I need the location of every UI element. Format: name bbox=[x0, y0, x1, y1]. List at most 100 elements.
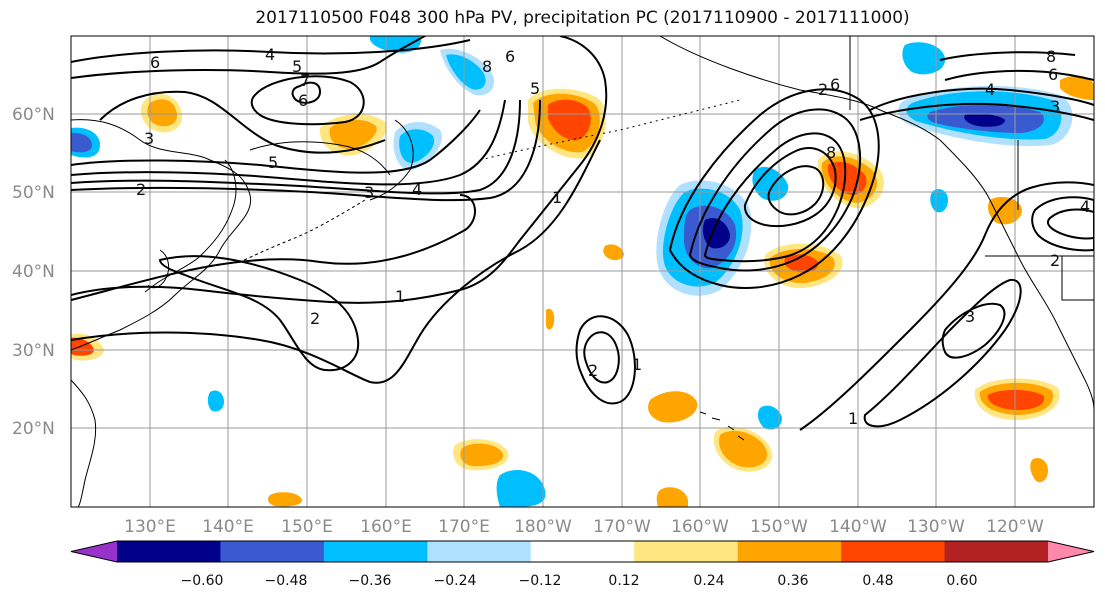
pv-contour bbox=[71, 109, 481, 174]
pv-contour bbox=[99, 90, 386, 154]
precip-patch bbox=[987, 197, 1022, 225]
lat-label: 60°N bbox=[12, 105, 55, 125]
contour-label: 6 bbox=[830, 75, 840, 94]
latitude-labels: 60°N 50°N 40°N 30°N 20°N bbox=[12, 105, 55, 439]
precip-patch bbox=[329, 119, 377, 150]
colorbar-outline bbox=[70, 540, 1095, 563]
pv-contour bbox=[939, 51, 1076, 61]
colorbar-segment bbox=[944, 541, 1049, 562]
precip-patch bbox=[987, 389, 1045, 410]
precip-patch bbox=[399, 129, 435, 164]
contour-labels: 6 4 5 7 6 3 5 2 3 4 1 2 2 1 1 6 8 5 2 3 … bbox=[136, 45, 1090, 428]
lon-label: 170°E bbox=[438, 517, 490, 537]
pv-contour bbox=[859, 102, 1094, 121]
contour-label: 6 bbox=[1048, 65, 1058, 84]
contour-label: 5 bbox=[292, 57, 302, 76]
contour-label: 5 bbox=[268, 153, 278, 172]
contour-label: 4 bbox=[1080, 197, 1090, 216]
contour-label: 1 bbox=[848, 409, 858, 428]
graticule bbox=[71, 36, 1094, 507]
japan-coastline bbox=[144, 159, 237, 293]
lon-label: 160°W bbox=[671, 517, 729, 537]
precip-patch bbox=[267, 492, 302, 507]
contour-label: 2 bbox=[818, 80, 828, 99]
precip-patch bbox=[1060, 75, 1094, 100]
colorbar-tick-label: −0.12 bbox=[519, 573, 562, 589]
lon-label: 120°W bbox=[986, 517, 1044, 537]
pv-contour bbox=[668, 88, 880, 289]
pv-contour bbox=[71, 99, 506, 186]
pv-contour bbox=[863, 278, 1022, 428]
contour-label: 6 bbox=[505, 47, 515, 66]
longitude-labels: 130°E 140°E 150°E 160°E 170°E 180°W 170°… bbox=[124, 517, 1044, 537]
lat-label: 20°N bbox=[12, 419, 55, 439]
map-frame bbox=[70, 35, 1095, 508]
colorbar-tick-label: 0.60 bbox=[946, 573, 977, 589]
kuril-islands bbox=[239, 199, 366, 263]
precip-patch bbox=[71, 132, 92, 153]
contour-label: 1 bbox=[395, 287, 405, 306]
precip-patch bbox=[71, 337, 94, 356]
pv-contour bbox=[71, 36, 426, 79]
colorbar-tick-label: 0.12 bbox=[608, 573, 639, 589]
colorbar-tick-label: −0.24 bbox=[434, 573, 477, 589]
colorbar-extend-low bbox=[71, 541, 117, 562]
pv-contour bbox=[944, 69, 1094, 81]
precip-patch bbox=[964, 113, 1005, 127]
pv-contour bbox=[688, 108, 862, 272]
colorbar-segment bbox=[323, 541, 428, 562]
asia-coastline bbox=[71, 119, 252, 351]
colorbar-tick-label: 0.48 bbox=[862, 573, 893, 589]
colorbar-segment bbox=[634, 541, 739, 562]
pv-contour bbox=[799, 181, 1094, 431]
border-us-inner bbox=[1017, 140, 1094, 301]
pv-contour bbox=[71, 39, 471, 63]
lon-label: 140°W bbox=[829, 517, 887, 537]
colorbar-tick-label: 0.36 bbox=[777, 573, 808, 589]
contour-label: 6 bbox=[150, 53, 160, 72]
pv-contour bbox=[250, 75, 365, 126]
pv-contour bbox=[703, 132, 847, 263]
contour-label: 2 bbox=[588, 361, 598, 380]
contour-label: 3 bbox=[1050, 97, 1060, 116]
contour-label: 8 bbox=[482, 57, 492, 76]
lon-label: 160°E bbox=[360, 517, 412, 537]
pv-contour bbox=[71, 36, 608, 304]
contour-label: 3 bbox=[965, 307, 975, 326]
colorbar-tick-label: −0.48 bbox=[265, 573, 308, 589]
lon-label: 170°W bbox=[593, 517, 651, 537]
colorbar-segment bbox=[427, 541, 532, 562]
lon-label: 150°E bbox=[281, 517, 333, 537]
precip-patch bbox=[930, 189, 948, 213]
contour-label: 8 bbox=[826, 143, 836, 162]
contour-label: 1 bbox=[632, 355, 642, 374]
pv-contour bbox=[1031, 196, 1094, 252]
colorbar-extend-high bbox=[1048, 541, 1094, 562]
colorbar bbox=[70, 540, 1095, 563]
aleutian-islands bbox=[479, 99, 741, 161]
precip-patch bbox=[1030, 458, 1048, 483]
colorbar-tick-label: −0.36 bbox=[349, 573, 392, 589]
colorbar-segment bbox=[841, 541, 946, 562]
kamchatka-coastline bbox=[369, 119, 414, 201]
pv-contour bbox=[767, 165, 825, 216]
contour-label: 3 bbox=[364, 183, 374, 202]
contour-label: 4 bbox=[265, 45, 275, 64]
contour-label: 1 bbox=[552, 188, 562, 207]
precip-patch bbox=[496, 470, 546, 507]
colorbar-tick-label: 0.24 bbox=[693, 573, 724, 589]
alaska-coastline bbox=[659, 36, 941, 141]
pv-contour bbox=[1046, 208, 1094, 240]
contour-label: 7 bbox=[300, 71, 310, 90]
contour-label: 3 bbox=[144, 129, 154, 148]
colorbar-segment bbox=[737, 541, 842, 562]
lon-label: 130°E bbox=[124, 517, 176, 537]
pv-contour bbox=[583, 331, 620, 384]
precip-patch bbox=[147, 99, 178, 127]
precip-patch bbox=[548, 99, 591, 141]
lat-label: 50°N bbox=[12, 183, 55, 203]
na-west-coastline bbox=[939, 139, 1094, 411]
contour-label: 6 bbox=[298, 91, 308, 110]
contour-label: 2 bbox=[136, 180, 146, 199]
